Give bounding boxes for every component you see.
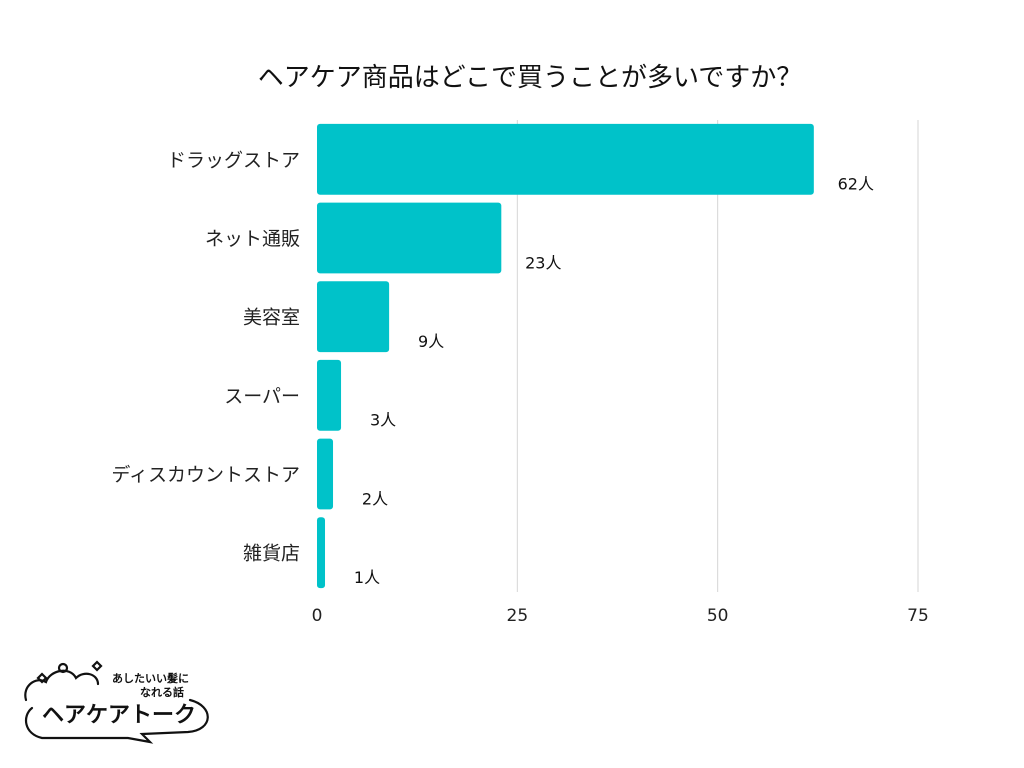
x-tick-label: 0 xyxy=(312,606,323,626)
logo: あしたいい髪に なれる話 ヘアケアトーク xyxy=(24,660,209,744)
data-label: 23人 xyxy=(525,253,561,272)
logo-subtitle-line2: なれる話 xyxy=(140,685,184,699)
logo-subtitle-line1: あしたいい髪に xyxy=(112,671,189,685)
x-axis-ticks: 0 25 50 75 xyxy=(312,606,929,626)
data-label: 3人 xyxy=(370,411,396,430)
logo-cloud-icon xyxy=(24,660,209,744)
category-label: 美容室 xyxy=(243,307,300,329)
x-tick-label: 50 xyxy=(707,606,729,626)
data-labels: 62人 23人 9人 3人 2人 1人 xyxy=(354,175,874,587)
x-tick-label: 75 xyxy=(907,606,929,626)
category-label: スーパー xyxy=(224,385,300,407)
bar xyxy=(317,517,326,589)
category-label: ネット通販 xyxy=(205,228,300,250)
bar xyxy=(317,202,502,274)
category-label: ドラッグストア xyxy=(167,149,300,171)
bar xyxy=(317,438,334,510)
data-label: 62人 xyxy=(838,175,874,194)
data-label: 9人 xyxy=(418,332,444,351)
category-label: ディスカウントストア xyxy=(111,464,300,486)
bar xyxy=(317,359,342,431)
category-label: 雑貨店 xyxy=(243,543,300,565)
x-tick-label: 25 xyxy=(507,606,529,626)
gridlines xyxy=(516,120,919,592)
logo-title: ヘアケアトーク xyxy=(42,703,196,728)
chart-title: ヘアケア商品はどこで買うことが多いですか？ xyxy=(258,63,802,93)
data-label: 1人 xyxy=(354,568,380,587)
bar xyxy=(317,281,390,353)
data-label: 2人 xyxy=(362,489,388,508)
bar xyxy=(317,123,814,195)
bars xyxy=(317,123,814,589)
